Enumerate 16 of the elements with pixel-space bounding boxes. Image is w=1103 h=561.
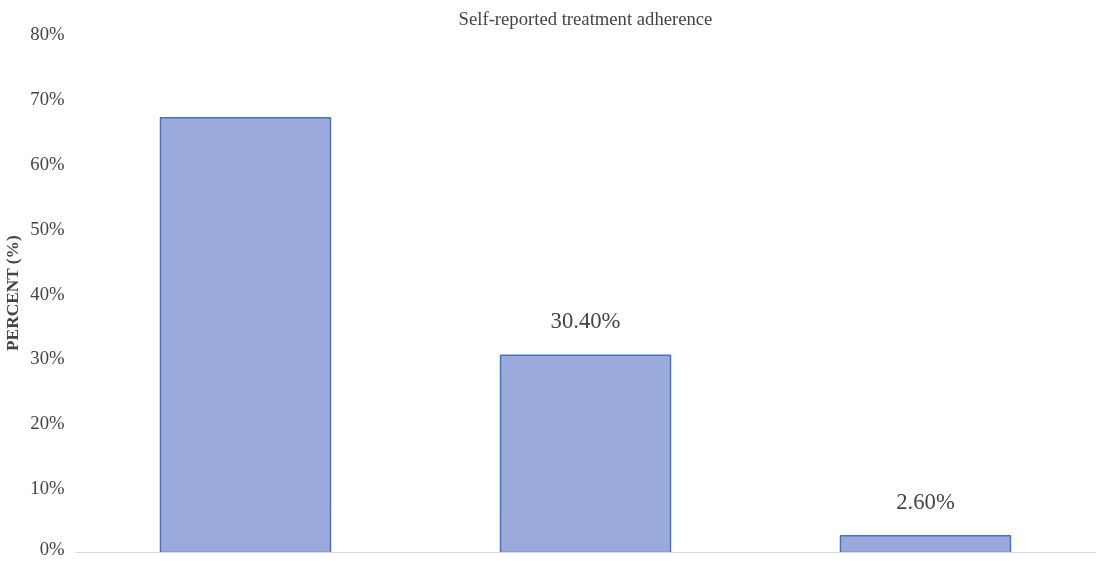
y-tick-label: 0% bbox=[39, 537, 65, 559]
y-tick-label: 80% bbox=[30, 23, 65, 44]
bar bbox=[839, 534, 1012, 553]
y-tick-label: 10% bbox=[30, 477, 65, 499]
y-tick-label: 30% bbox=[30, 347, 65, 369]
chart-title: Self-reported treatment adherence bbox=[458, 7, 713, 29]
bar bbox=[159, 117, 332, 553]
y-axis-title: PERCENT (%) bbox=[3, 235, 23, 351]
data-label: 30.40% bbox=[550, 308, 621, 334]
data-label: 2.60% bbox=[896, 488, 955, 514]
y-tick-label: 70% bbox=[30, 87, 65, 109]
y-tick-label: 20% bbox=[30, 412, 65, 434]
y-tick-label: 50% bbox=[30, 217, 65, 239]
y-tick-label: 40% bbox=[30, 282, 65, 304]
y-tick-label: 60% bbox=[30, 152, 65, 174]
bar bbox=[499, 354, 672, 553]
